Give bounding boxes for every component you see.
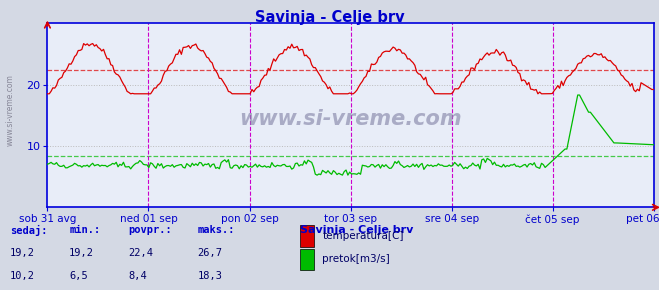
Text: temperatura[C]: temperatura[C] xyxy=(322,231,404,241)
Text: 10,2: 10,2 xyxy=(10,271,35,281)
Text: Savinja - Celje brv: Savinja - Celje brv xyxy=(254,10,405,25)
Text: pretok[m3/s]: pretok[m3/s] xyxy=(322,254,390,264)
Text: 19,2: 19,2 xyxy=(10,248,35,258)
Text: Savinja - Celje brv: Savinja - Celje brv xyxy=(300,225,413,235)
Text: www.si-vreme.com: www.si-vreme.com xyxy=(5,74,14,146)
Text: 8,4: 8,4 xyxy=(129,271,147,281)
Text: www.si-vreme.com: www.si-vreme.com xyxy=(239,109,462,129)
Text: 18,3: 18,3 xyxy=(198,271,223,281)
Text: 6,5: 6,5 xyxy=(69,271,88,281)
Text: min.:: min.: xyxy=(69,225,100,235)
Text: 22,4: 22,4 xyxy=(129,248,154,258)
Text: maks.:: maks.: xyxy=(198,225,235,235)
Text: 19,2: 19,2 xyxy=(69,248,94,258)
Text: povpr.:: povpr.: xyxy=(129,225,172,235)
Text: sedaj:: sedaj: xyxy=(10,225,47,236)
Text: 26,7: 26,7 xyxy=(198,248,223,258)
